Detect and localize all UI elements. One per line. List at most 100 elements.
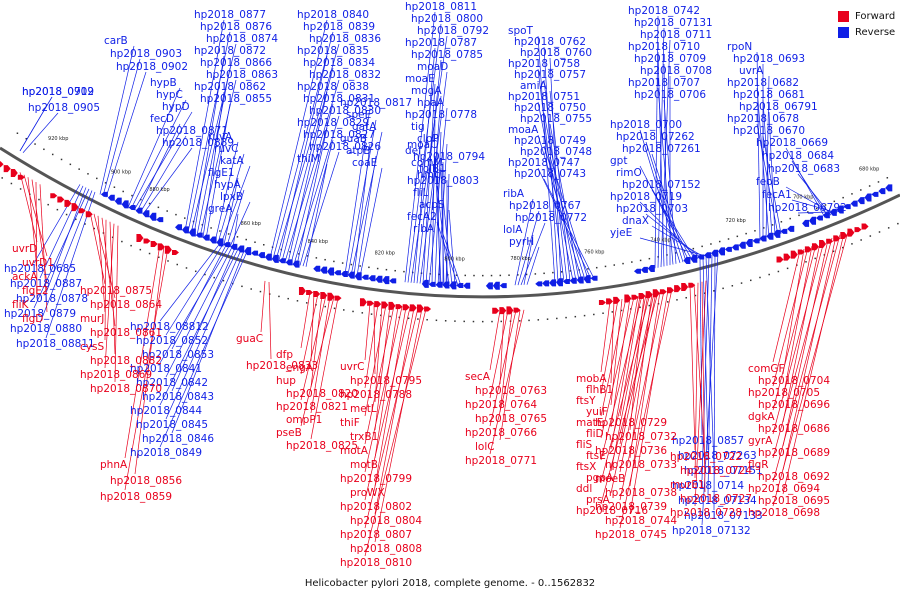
forward-strand-genes	[0, 161, 869, 315]
reverse-gene-label: hp2018_0827	[303, 129, 375, 141]
reverse-gene-label: hp2018_0785	[411, 49, 483, 61]
arc-dot	[482, 274, 484, 277]
forward-gene-arrow	[409, 304, 417, 312]
forward-gene-arrow	[804, 246, 812, 253]
arc-dot	[683, 250, 686, 252]
arc-dot	[613, 264, 616, 266]
forward-gene-arrow	[71, 203, 79, 212]
reverse-label-line	[142, 147, 193, 215]
forward-gene-label: hp2018_0821	[276, 401, 348, 413]
forward-label-line	[600, 298, 627, 417]
arc-dot	[148, 202, 151, 205]
arc-dot	[131, 194, 133, 197]
forward-label-line	[772, 231, 849, 507]
arc-dot	[860, 239, 862, 241]
reverse-label-line	[537, 134, 583, 281]
reverse-label-line	[543, 79, 568, 282]
forward-label-line	[310, 296, 331, 414]
reverse-gene-label: clpP	[417, 133, 439, 145]
forward-gene-label: hp2018_0732	[605, 431, 677, 443]
arc-dot	[361, 312, 364, 314]
forward-gene-arrow	[64, 199, 72, 207]
reverse-label-line	[220, 165, 251, 244]
forward-label-line	[701, 281, 706, 493]
forward-gene-arrow	[613, 296, 621, 304]
reverse-gene-arrow	[456, 283, 464, 289]
reverse-label-line	[159, 248, 239, 406]
reverse-label-line	[537, 167, 592, 280]
arc-dot	[878, 231, 881, 233]
forward-gene-label: hp2018_0705	[748, 387, 820, 399]
reverse-gene-label: hp2018_0840	[297, 9, 369, 21]
reverse-gene-label: hp2018_0817	[340, 97, 412, 109]
forward-gene-label: ftsY	[576, 395, 596, 407]
legend-reverse: Reverse	[838, 24, 895, 40]
reverse-gene-label: amiA	[520, 80, 548, 92]
arc-dot	[213, 276, 215, 279]
forward-label-line	[364, 302, 371, 361]
reverse-gene-label: hp2018_0829	[297, 117, 369, 129]
forward-label-line	[629, 291, 661, 487]
arc-dot	[630, 308, 632, 310]
reverse-gene-label: hp2018_0903	[110, 48, 182, 60]
arc-dot	[370, 313, 373, 315]
forward-label-line	[499, 310, 505, 385]
arc-dot	[305, 302, 308, 304]
forward-swatch	[838, 10, 849, 22]
arc-dot	[204, 273, 206, 276]
forward-label-line	[374, 308, 423, 543]
arc-dot	[745, 232, 747, 235]
reverse-gene-arrow	[121, 200, 129, 209]
reverse-gene-arrow	[209, 236, 217, 244]
reverse-gene-label: hp2018_0757	[514, 69, 586, 81]
forward-label-line	[689, 284, 696, 451]
reverse-gene-arrow	[389, 278, 397, 284]
arc-dot	[886, 177, 889, 179]
forward-gene-label: proWX	[350, 487, 385, 499]
forward-gene-label: dgkA	[748, 411, 775, 423]
arc-dot	[824, 204, 827, 206]
forward-gene-label: hp2018_0695	[758, 495, 830, 507]
reverse-gene-arrow	[142, 210, 150, 218]
reverse-label-line	[543, 178, 595, 279]
reverse-label-line	[226, 189, 245, 246]
reverse-gene-label: moaE	[405, 73, 435, 85]
arc-dot	[306, 255, 309, 257]
reverse-label-line	[130, 99, 187, 210]
forward-label-line	[600, 300, 611, 373]
reverse-label-line	[133, 111, 193, 211]
reverse-gene-arrow	[731, 244, 739, 251]
arc-dot	[552, 271, 554, 274]
reverse-label-line	[344, 107, 371, 275]
reverse-gene-label: feoB	[756, 176, 780, 188]
reverse-gene-arrow	[278, 258, 286, 264]
reverse-gene-arrow	[745, 239, 753, 248]
forward-gene-label: hp2018_0763	[475, 385, 547, 397]
forward-gene-label: dfp	[276, 349, 293, 361]
forward-gene-label: hp2018_0771	[465, 455, 537, 467]
arc-dot	[556, 317, 558, 320]
reverse-label-line	[22, 112, 59, 153]
reverse-gene-arrow	[135, 207, 143, 214]
reverse-gene-label: hp2018_0834	[303, 57, 375, 69]
forward-gene-arrow	[164, 245, 172, 254]
reverse-gene-arrow	[292, 260, 300, 268]
forward-gene-label: hp2018_0727	[680, 493, 752, 505]
reverse-swatch	[838, 26, 849, 38]
reverse-gene-label: hp2018_07132	[672, 525, 751, 537]
arc-dot	[47, 203, 49, 206]
reverse-label-line	[419, 71, 448, 284]
arc-dot	[789, 217, 791, 220]
reverse-gene-label: hp2018_0678	[727, 113, 799, 125]
reverse-gene-arrow	[683, 257, 691, 265]
reverse-gene-arrow	[780, 228, 788, 234]
reverse-gene-arrow	[535, 281, 543, 287]
forward-label-line	[782, 232, 845, 495]
forward-gene-label: hp2018_0882	[90, 355, 162, 367]
reverse-gene-label: hp2018_0889	[162, 137, 234, 149]
forward-label-line	[610, 300, 615, 384]
arc-dot	[10, 182, 13, 185]
forward-label-line	[93, 213, 116, 299]
reverse-gene-arrow	[449, 281, 457, 290]
reverse-gene-arrow	[340, 270, 348, 277]
